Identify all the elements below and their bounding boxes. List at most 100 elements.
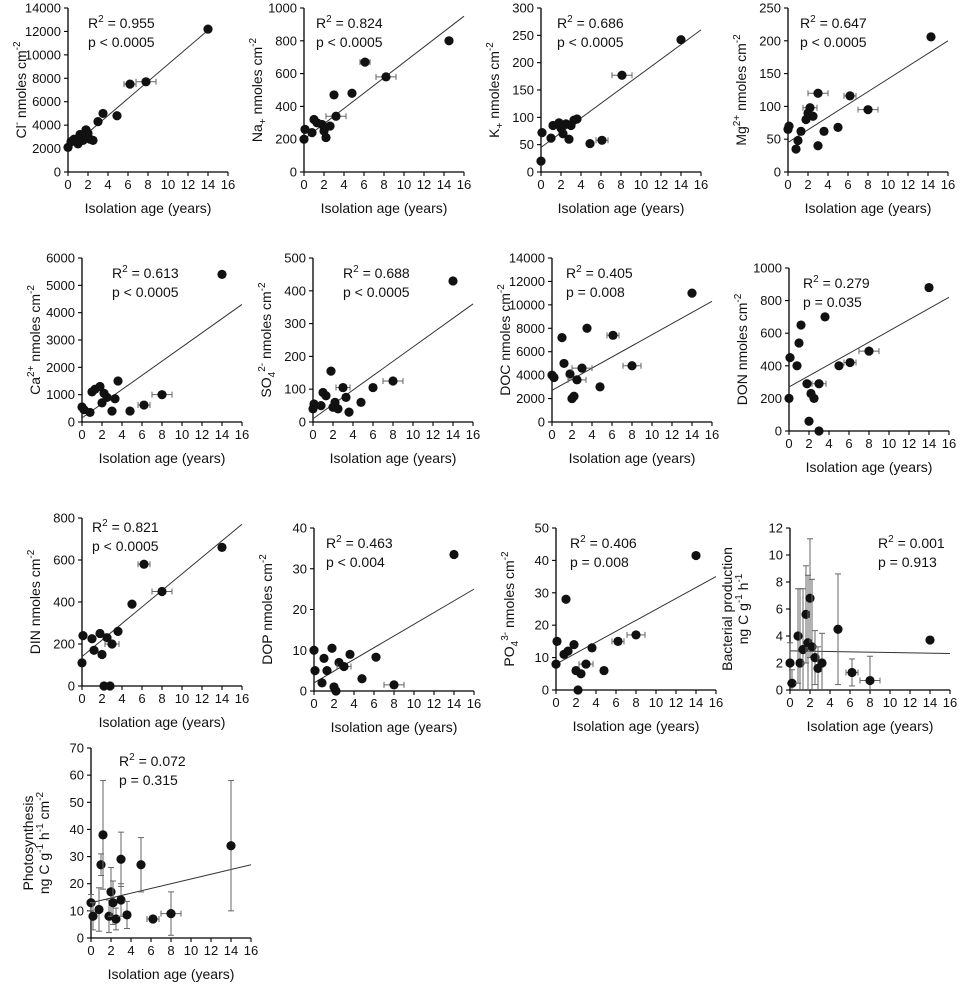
data-point: [572, 375, 582, 385]
x-tick-label: 6: [138, 427, 145, 442]
data-point: [95, 381, 105, 392]
y-axis-label-text: ng C g: [36, 853, 52, 894]
r-squared-text: R: [92, 519, 102, 535]
y-tick-label: 30: [70, 849, 84, 864]
data-point: [357, 674, 367, 684]
r-squared-text: R: [343, 265, 353, 281]
x-tick-label: 12: [901, 177, 915, 192]
y-tick-label: 6000: [516, 344, 545, 359]
x-tick-label: 6: [597, 177, 604, 192]
y-axis-label: PO43- nmoles cm-2: [500, 551, 521, 667]
y-axis-label-text: h: [36, 832, 52, 844]
y-tick-label: 20: [535, 618, 549, 633]
y-tick-label: 4000: [32, 118, 61, 133]
x-tick-label: 12: [195, 691, 209, 706]
y-axis-label-text: K: [486, 128, 502, 138]
y-axis-label-supscript: -2: [732, 34, 743, 43]
data-point: [810, 653, 820, 663]
r-squared-label: R2 = 0.001: [878, 534, 945, 551]
data-point: [581, 659, 591, 669]
y-tick-label: 5000: [46, 278, 75, 293]
data-point: [141, 77, 151, 87]
y-tick-label: 12: [769, 521, 783, 536]
data-point: [617, 70, 627, 80]
data-point: [808, 111, 818, 121]
y-axis-label-supscript: -2: [26, 549, 37, 558]
x-tick-label: 2: [329, 427, 336, 442]
x-tick-label: 8: [167, 943, 174, 958]
data-point: [89, 645, 99, 655]
r-squared-text: R: [566, 265, 576, 281]
data-point: [388, 376, 398, 386]
y-tick-label: 8000: [516, 321, 545, 336]
data-point: [833, 122, 843, 132]
r-squared-label: R2 = 0.613: [112, 264, 179, 281]
r-squared-text: = 0.955: [104, 15, 155, 31]
y-tick-label: 14000: [509, 251, 545, 266]
r-squared-supscript: 2: [813, 274, 819, 285]
data-point: [863, 105, 873, 115]
data-point: [805, 593, 815, 603]
x-tick-label: 12: [903, 695, 917, 710]
data-point: [845, 357, 855, 368]
r-squared-label: R2 = 0.463: [326, 534, 393, 551]
regression-line: [787, 40, 949, 143]
r-squared-supscript: 2: [129, 752, 135, 763]
x-tick-label: 10: [184, 943, 198, 958]
y-axis-label-text: SO: [258, 377, 274, 397]
y-tick-label: 50: [535, 521, 549, 536]
y-tick-label: 0: [299, 415, 306, 430]
y-axis-label-text: nmoles cm: [486, 51, 502, 123]
y-tick-label: 12000: [25, 24, 61, 39]
data-point: [847, 667, 857, 678]
data-point: [97, 649, 107, 660]
r-squared-label: R2 = 0.824: [316, 14, 383, 31]
data-point: [865, 675, 875, 686]
y-tick-label: 0: [542, 683, 549, 698]
x-tick-label: 14: [215, 427, 229, 442]
y-axis-label: Mg2+ nmoles cm-2: [732, 34, 749, 146]
x-tick-label: 4: [118, 691, 125, 706]
y-tick-label: 150: [759, 66, 781, 81]
x-axis-label: Isolation age (years): [331, 719, 458, 735]
y-tick-label: 0: [77, 931, 84, 946]
data-point: [125, 79, 135, 89]
r-squared-label: R2 = 0.686: [557, 14, 624, 31]
x-tick-label: 16: [694, 177, 708, 192]
p-value-label: p = 0.315: [119, 772, 178, 788]
data-point: [95, 628, 105, 639]
y-tick-label: 0: [775, 424, 782, 439]
y-tick-label: 4000: [46, 305, 75, 320]
x-tick-label: 12: [902, 436, 916, 451]
data-point: [122, 910, 132, 920]
y-tick-label: 4: [776, 629, 783, 644]
data-point: [309, 645, 319, 655]
x-tick-label: 2: [84, 177, 91, 192]
data-point: [449, 549, 459, 560]
data-point: [94, 904, 104, 915]
x-tick-label: 6: [360, 177, 367, 192]
p-value-label: p = 0.008: [570, 554, 629, 570]
x-tick-label: 2: [107, 943, 114, 958]
y-tick-label: 2000: [32, 141, 61, 156]
y-tick-label: 200: [760, 391, 782, 406]
x-tick-label: 6: [608, 427, 615, 442]
data-point: [564, 134, 574, 144]
y-tick-label: 60: [70, 768, 84, 783]
data-point: [139, 400, 149, 410]
y-tick-label: 1000: [268, 1, 297, 16]
regression-line: [788, 296, 950, 388]
data-point: [113, 626, 123, 637]
y-axis-label: Photosynthesis: [20, 796, 36, 891]
x-tick-label: 10: [175, 691, 189, 706]
x-tick-label: 8: [158, 427, 165, 442]
y-tick-label: 2000: [516, 391, 545, 406]
data-point: [299, 134, 309, 144]
data-point: [333, 404, 343, 414]
